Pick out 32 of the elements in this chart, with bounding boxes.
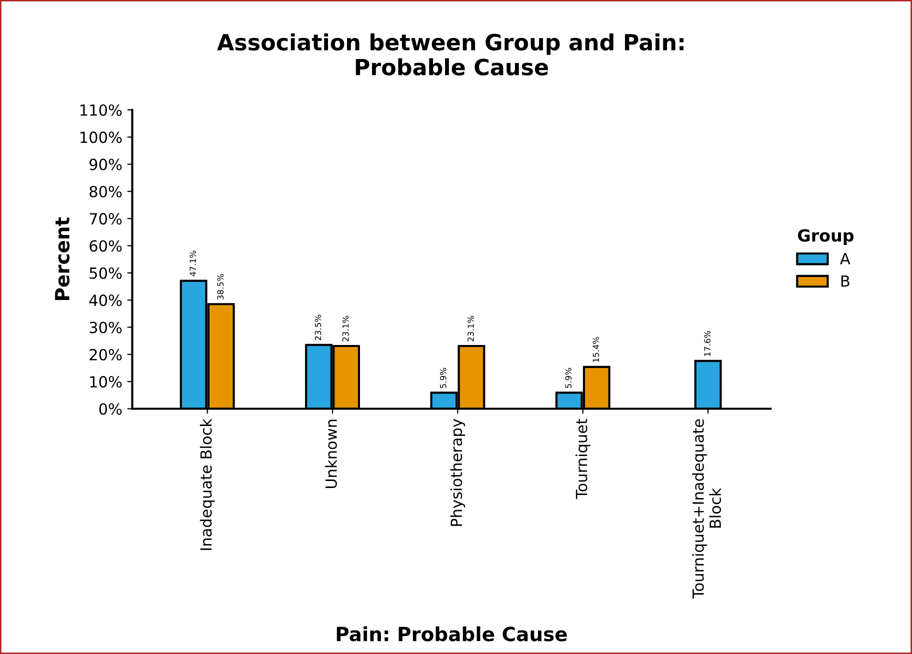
data-label: 23.1% [342,316,349,342]
legend-label: A [840,253,850,264]
y-axis-title: Percent [55,217,70,300]
y-tick-label: 80% [90,186,122,198]
x-tick-label: Inadequate Block [200,418,215,550]
y-tick-label: 10% [90,376,122,388]
y-tick-label: 50% [90,267,122,279]
data-label: 17.6% [704,330,710,356]
y-tick-label: 0% [99,403,122,415]
data-label: 5.9% [440,368,446,388]
data-label: 23.1% [468,316,474,342]
data-label: 23.5% [314,314,322,340]
x-tick-label: Tourniquet [575,418,590,499]
y-tick-label: 110% [80,104,122,116]
legend-label: B [841,275,850,287]
data-label: 5.9% [565,368,572,388]
x-tick-label: Tourniquet+Inadequate Block [692,419,722,599]
y-tick-label: 30% [90,322,122,334]
x-axis-title: Pain: Probable Cause [336,626,567,642]
data-label: 38.5% [217,274,224,300]
x-tick-label: Physiotherapy [450,418,466,526]
chart-title: Association between Group and Pain: Probable Cause [217,33,684,76]
x-tick-label: Unknown [325,420,337,488]
y-tick-label: 90% [90,158,122,170]
y-tick-label: 40% [89,294,122,306]
y-tick-label: 70% [90,213,122,225]
y-tick-label: 60% [90,240,122,252]
y-tick-label: 20% [90,348,122,360]
data-label: 47.1% [190,250,196,276]
y-tick-label: 100% [80,132,122,144]
legend-title: Group [798,229,854,245]
data-label: 15.4% [592,336,600,362]
